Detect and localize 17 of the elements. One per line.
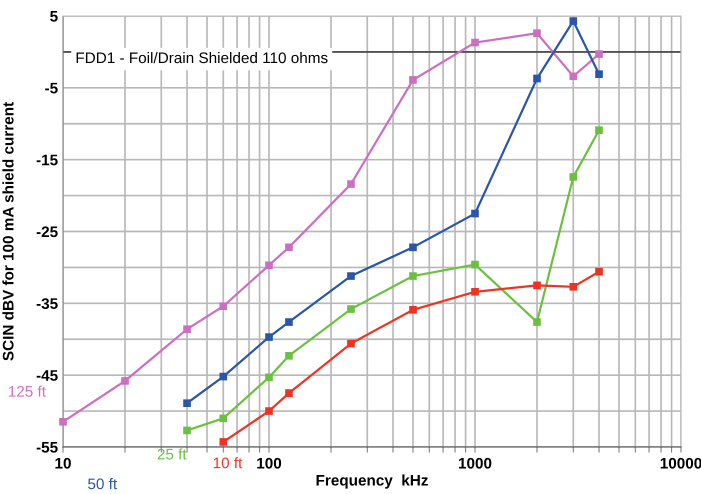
x-tick-label: 1000 xyxy=(458,458,492,469)
y-tick-label: 5 xyxy=(50,11,58,22)
y-tick-label: -5 xyxy=(45,82,58,94)
x-tick-label: 10 xyxy=(55,458,71,469)
series-label: 125 ft xyxy=(8,386,46,397)
y-tick-label: -55 xyxy=(36,442,58,453)
text: 50 ft xyxy=(88,478,118,490)
x-tick-label: 100 xyxy=(257,458,282,469)
y-axis-title: SCIN dBV for 100 mA shield current xyxy=(2,102,14,361)
series-label: 25 ft xyxy=(158,448,186,460)
y-tick-label: -45 xyxy=(36,370,58,381)
y-tick-label: -25 xyxy=(36,226,58,238)
x-axis-title: Frequency kHz xyxy=(316,474,428,489)
series-label: 10 ft xyxy=(214,457,242,468)
y-tick-label: -35 xyxy=(36,298,58,310)
y-tick-label: -15 xyxy=(36,154,58,166)
annotation: FDD1 - Foil/Drain Shielded 110 ohms xyxy=(76,52,328,64)
